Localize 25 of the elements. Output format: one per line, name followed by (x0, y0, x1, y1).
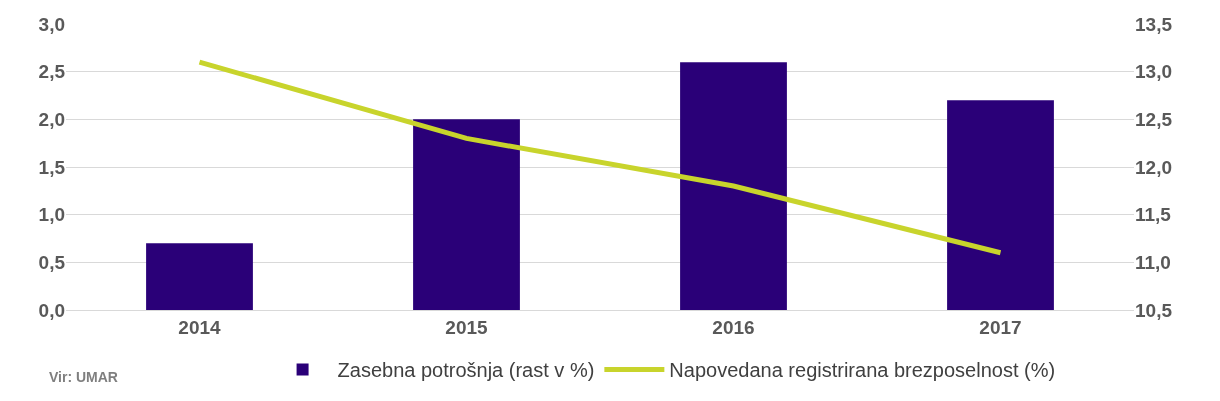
y-tick-label: 0,0 (38, 299, 65, 321)
bar (413, 119, 520, 310)
y2-tick-label: 13,0 (1135, 61, 1172, 83)
y2-tick-label: 10,5 (1135, 299, 1173, 321)
y-tick-label: 1,5 (38, 156, 66, 178)
x-tick-label: 2017 (979, 316, 1022, 338)
y2-tick-label: 11,5 (1135, 204, 1172, 226)
y2-tick-label: 12,5 (1135, 108, 1173, 130)
text: Vir: UMAR (49, 369, 118, 385)
bar (146, 243, 253, 310)
legend-label: Napovedana registrirana brezposelnost (%) (669, 359, 1056, 382)
y-tick-label: 0,5 (38, 251, 66, 273)
x-tick-label: 2014 (178, 316, 222, 338)
y-tick-label: 2,0 (38, 108, 65, 130)
y-tick-label: 1,0 (38, 204, 65, 226)
y2-tick-label: 13,5 (1135, 13, 1173, 35)
y-tick-label: 2,5 (38, 61, 66, 83)
x-tick-label: 2016 (712, 316, 755, 338)
bar (947, 100, 1054, 310)
y2-tick-label: 11,0 (1135, 251, 1171, 273)
x-tick-label: 2015 (445, 316, 489, 338)
bar (680, 62, 787, 310)
y-tick-label: 3,0 (38, 13, 65, 35)
y2-tick-label: 12,0 (1135, 156, 1172, 178)
legend-label: Zasebna potrošnja (rast v %) (337, 359, 595, 382)
